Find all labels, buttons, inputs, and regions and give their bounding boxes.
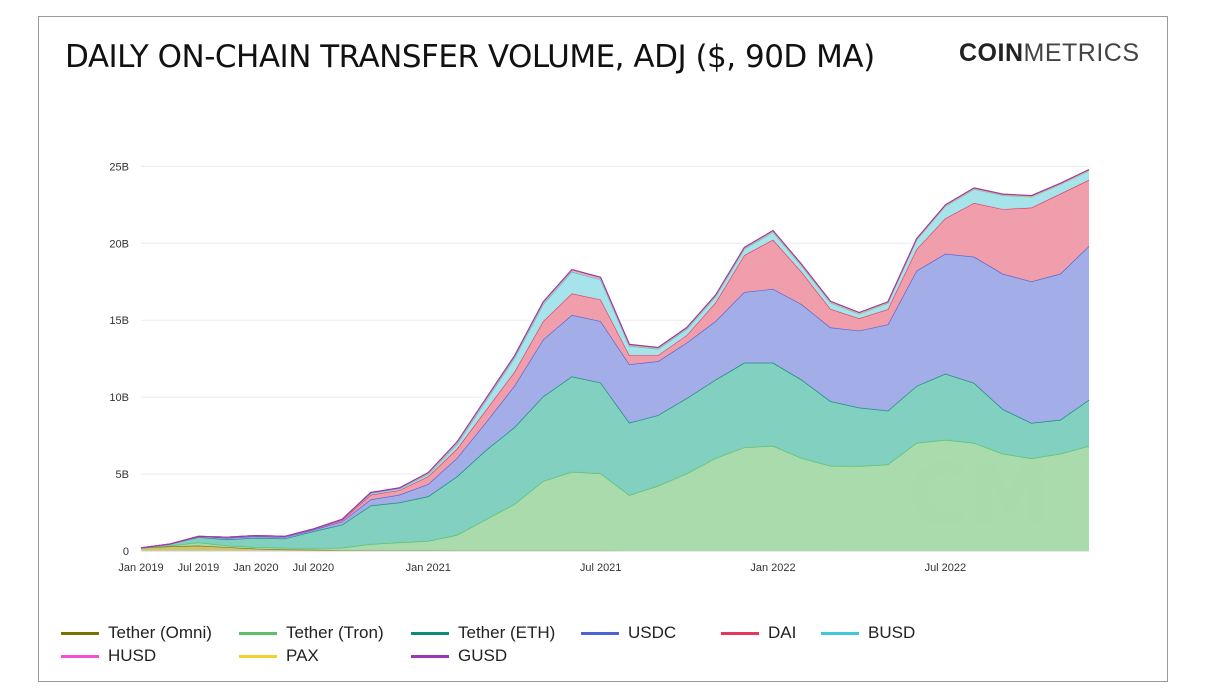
x-tick-label: Jul 2021 [580, 562, 622, 574]
legend-swatch [239, 631, 277, 635]
x-tick-label: Jan 2022 [750, 562, 795, 574]
x-tick-label: Jan 2019 [118, 562, 163, 574]
area-tether-omni [141, 545, 1089, 551]
legend-item[interactable]: BUSD [821, 623, 915, 643]
legend-item[interactable]: PAX [239, 646, 319, 666]
legend-swatch [411, 654, 449, 658]
legend-label: HUSD [108, 646, 157, 665]
area-tether-eth [141, 362, 1089, 549]
x-tick-label: Jul 2022 [925, 562, 967, 574]
legend-item[interactable]: Tether (Omni) [61, 623, 212, 643]
legend-label: BUSD [868, 623, 916, 642]
legend-label: PAX [286, 646, 319, 665]
legend-item[interactable]: HUSD [61, 646, 156, 666]
legend-label: GUSD [458, 646, 508, 665]
legend-swatch [821, 631, 859, 635]
x-tick-label: Jul 2020 [293, 562, 335, 574]
chart-title: DAILY ON-CHAIN TRANSFER VOLUME, ADJ ($, … [65, 39, 875, 75]
area-usdc [141, 246, 1089, 548]
x-tick-label: Jan 2021 [406, 562, 451, 574]
chart-frame: DAILY ON-CHAIN TRANSFER VOLUME, ADJ ($, … [38, 16, 1168, 682]
legend-swatch [61, 631, 99, 635]
legend-label: Tether (ETH) [458, 623, 556, 642]
y-tick-label: 10B [109, 392, 129, 404]
legend-swatch [581, 631, 619, 635]
area-tether-tron [141, 439, 1089, 551]
legend-item[interactable]: DAI [721, 623, 796, 643]
y-tick-label: 20B [109, 238, 129, 250]
coinmetrics-logo: COINMETRICS [959, 39, 1140, 67]
line-gusd [140, 168, 1090, 549]
x-tick-label: Jul 2019 [178, 562, 220, 574]
legend-swatch [721, 631, 759, 635]
legend-label: DAI [768, 623, 797, 642]
legend-item[interactable]: Tether (Tron) [239, 623, 384, 643]
legend-label: Tether (Omni) [108, 623, 212, 642]
legend-item[interactable]: GUSD [411, 646, 507, 666]
y-tick-label: 0 [123, 546, 129, 558]
legend-swatch [239, 654, 277, 658]
legend-swatch [411, 631, 449, 635]
x-tick-label: Jan 2020 [233, 562, 278, 574]
legend-label: Tether (Tron) [286, 623, 384, 642]
legend-item[interactable]: USDC [581, 623, 676, 643]
legend-item[interactable]: Tether (ETH) [411, 623, 555, 643]
y-tick-label: 25B [109, 161, 129, 173]
y-tick-label: 5B [116, 469, 129, 481]
legend-swatch [61, 654, 99, 658]
area-dai [141, 179, 1089, 548]
legend-label: USDC [628, 623, 677, 642]
y-tick-label: 15B [109, 315, 129, 327]
